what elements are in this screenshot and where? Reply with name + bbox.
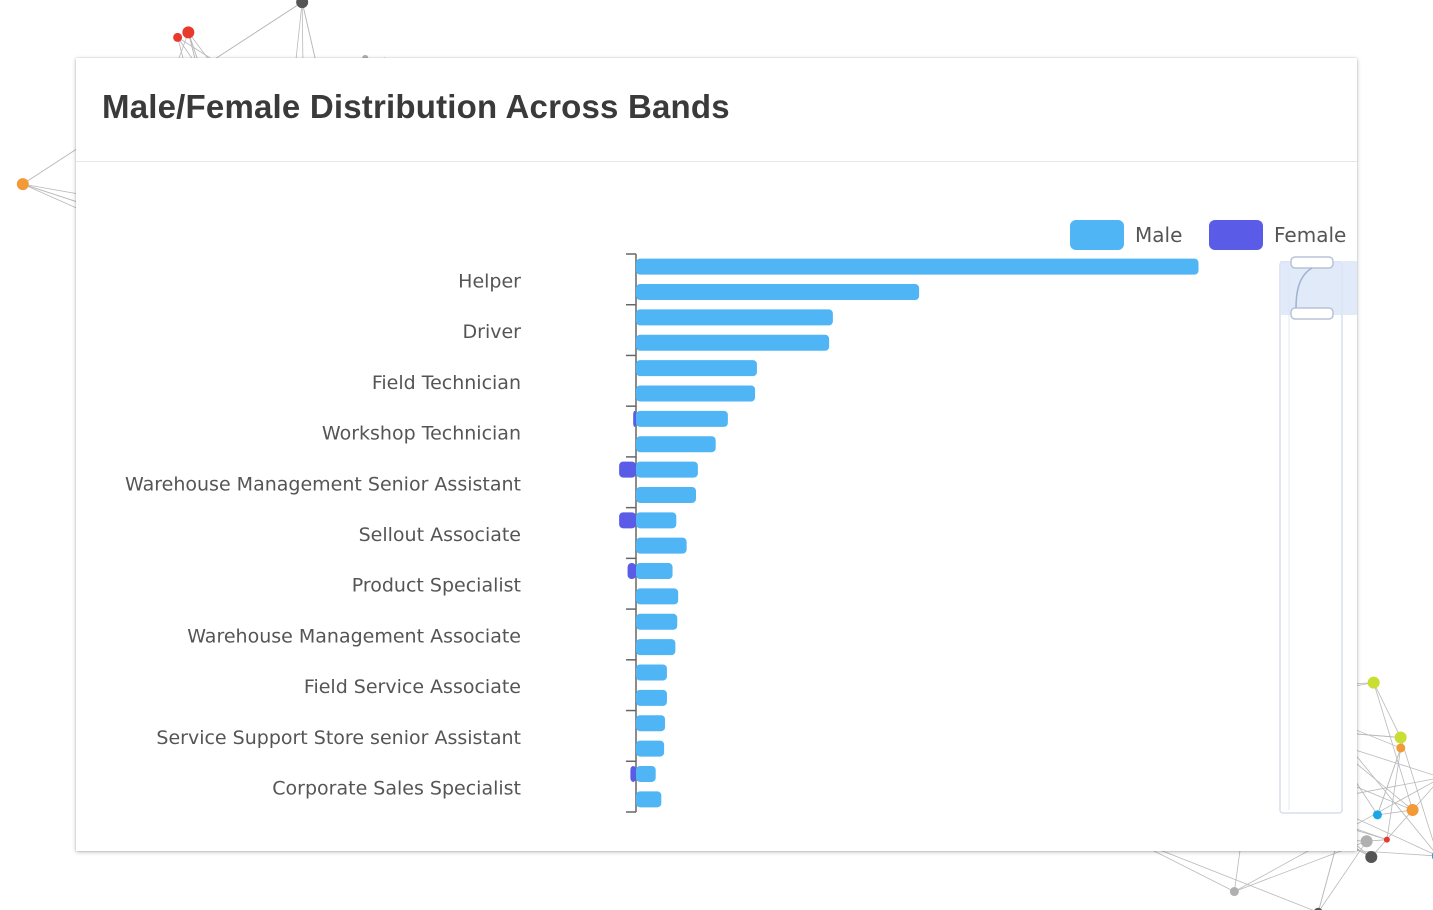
zoom-slider-mini-line	[1295, 267, 1313, 309]
network-node	[1396, 743, 1406, 753]
male-bar[interactable]	[636, 639, 676, 656]
network-link	[1400, 737, 1433, 842]
legend-female[interactable]: Female	[1209, 220, 1346, 250]
male-bar[interactable]	[636, 765, 656, 782]
female-bar[interactable]	[633, 410, 636, 427]
male-bar[interactable]	[636, 258, 1199, 275]
zoom-slider-handle-top[interactable]	[1290, 256, 1334, 269]
y-tick-label: Sellout Associate	[359, 524, 521, 546]
male-bar[interactable]	[636, 461, 698, 478]
male-bar[interactable]	[636, 309, 833, 326]
y-tick-label: Driver	[463, 321, 522, 343]
y-tick-label: Helper	[458, 270, 521, 292]
female-bar[interactable]	[619, 512, 636, 529]
zoom-slider-handle-bottom[interactable]	[1290, 307, 1334, 320]
male-bar[interactable]	[636, 410, 728, 427]
network-link	[1370, 786, 1433, 858]
male-bar[interactable]	[636, 588, 679, 605]
chart-card: Male/Female Distribution Across Bands He…	[76, 58, 1357, 851]
legend-male[interactable]: Male	[1070, 220, 1182, 250]
male-bar[interactable]	[636, 512, 677, 529]
network-node	[1406, 804, 1419, 817]
network-node	[182, 26, 195, 39]
zoom-slider-window[interactable]	[1280, 261, 1357, 315]
y-tick-label: Service Support Store senior Assistant	[156, 727, 521, 749]
network-node	[1367, 676, 1380, 689]
male-bar[interactable]	[636, 563, 673, 580]
network-node	[296, 0, 309, 9]
male-bar[interactable]	[636, 334, 830, 351]
y-tick-label: Workshop Technician	[322, 423, 521, 445]
y-tick-label: Field Service Associate	[304, 676, 521, 698]
y-tick-label: Product Specialist	[352, 575, 521, 597]
network-node	[1229, 887, 1239, 897]
network-node	[1360, 835, 1373, 848]
male-bar[interactable]	[636, 360, 757, 377]
network-node	[16, 178, 29, 191]
network-node	[173, 32, 183, 42]
male-bar[interactable]	[636, 689, 667, 706]
male-bar[interactable]	[636, 791, 662, 808]
female-bar[interactable]	[630, 765, 636, 782]
network-node	[1314, 907, 1323, 910]
legend-male-swatch	[1070, 220, 1124, 250]
y-tick-label: Field Technician	[372, 372, 521, 394]
male-bar[interactable]	[636, 284, 920, 301]
female-bar[interactable]	[627, 563, 636, 580]
male-bar[interactable]	[636, 715, 666, 732]
y-tick-label: Warehouse Management Associate	[187, 625, 521, 647]
network-node	[1394, 731, 1407, 744]
network-link	[1373, 682, 1413, 811]
y-tick-label: Warehouse Management Senior Assistant	[125, 473, 521, 495]
legend-label: Male	[1135, 223, 1182, 247]
bar-chart: Helper Driver Field Technician Workshop Tec…	[125, 220, 1357, 814]
network-node	[1383, 836, 1390, 843]
network-link	[1377, 747, 1402, 816]
network-node	[1365, 850, 1378, 863]
network-link	[1319, 840, 1367, 910]
male-bar[interactable]	[636, 613, 678, 630]
legend-label: Female	[1274, 223, 1346, 247]
legend-female-swatch	[1209, 220, 1263, 250]
male-bar[interactable]	[636, 436, 716, 453]
card-header: Male/Female Distribution Across Bands	[76, 58, 1357, 162]
network-node	[1372, 810, 1382, 820]
female-bar[interactable]	[619, 461, 636, 478]
y-tick-label: Corporate Sales Specialist	[272, 778, 521, 800]
male-bar[interactable]	[636, 740, 665, 757]
card-title: Male/Female Distribution Across Bands	[102, 88, 730, 125]
male-bar[interactable]	[636, 664, 667, 681]
male-bar[interactable]	[636, 385, 756, 402]
male-bar[interactable]	[636, 486, 696, 503]
male-bar[interactable]	[636, 537, 687, 554]
network-link	[1373, 682, 1401, 738]
